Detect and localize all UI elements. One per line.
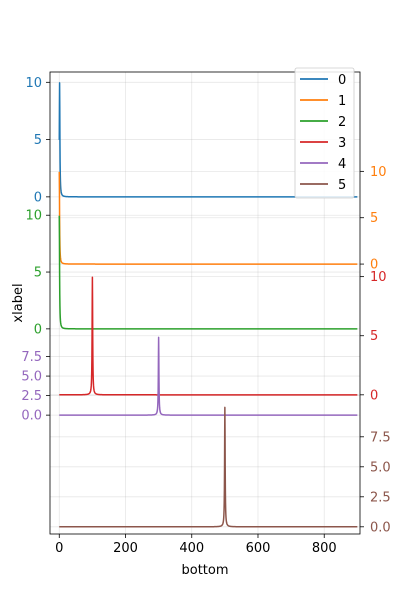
y-tick-label-5: 0.0 <box>370 520 391 535</box>
y-tick-label-5: 5.0 <box>370 460 391 475</box>
legend-label-3: 3 <box>338 136 346 151</box>
x-tick-label: 400 <box>179 541 204 556</box>
x-tick-label: 800 <box>312 541 337 556</box>
y-tick-label-4: 2.5 <box>21 389 42 404</box>
y-tick-label-0: 5 <box>34 133 42 148</box>
x-tick-label: 200 <box>113 541 138 556</box>
y-tick-label-4: 5.0 <box>21 370 42 385</box>
legend-label-4: 4 <box>338 157 346 172</box>
y-tick-label-2: 0 <box>34 322 42 337</box>
y-tick-label-4: 7.5 <box>21 350 42 365</box>
y-tick-label-4: 0.0 <box>21 409 42 424</box>
y-tick-label-0: 10 <box>25 76 42 91</box>
y-tick-label-0: 0 <box>34 190 42 205</box>
y-tick-label-1: 10 <box>370 165 387 180</box>
x-axis-title: bottom <box>181 563 228 578</box>
legend-label-5: 5 <box>338 178 346 193</box>
legend-label-2: 2 <box>338 115 346 130</box>
y-tick-label-5: 2.5 <box>370 490 391 505</box>
y-tick-label-3: 0 <box>370 388 378 403</box>
legend-label-0: 0 <box>338 73 346 88</box>
y-tick-label-3: 10 <box>370 270 387 285</box>
x-tick-label: 600 <box>246 541 271 556</box>
legend: 0 1 2 3 4 5 <box>295 68 354 198</box>
y-tick-label-2: 10 <box>25 209 42 224</box>
legend-label-1: 1 <box>338 94 346 109</box>
y-axis-title: xlabel <box>11 283 26 322</box>
y-tick-label-3: 5 <box>370 329 378 344</box>
y-tick-label-1: 5 <box>370 211 378 226</box>
x-tick-label: 0 <box>55 541 63 556</box>
y-tick-label-2: 5 <box>34 266 42 281</box>
y-tick-label-5: 7.5 <box>370 430 391 445</box>
